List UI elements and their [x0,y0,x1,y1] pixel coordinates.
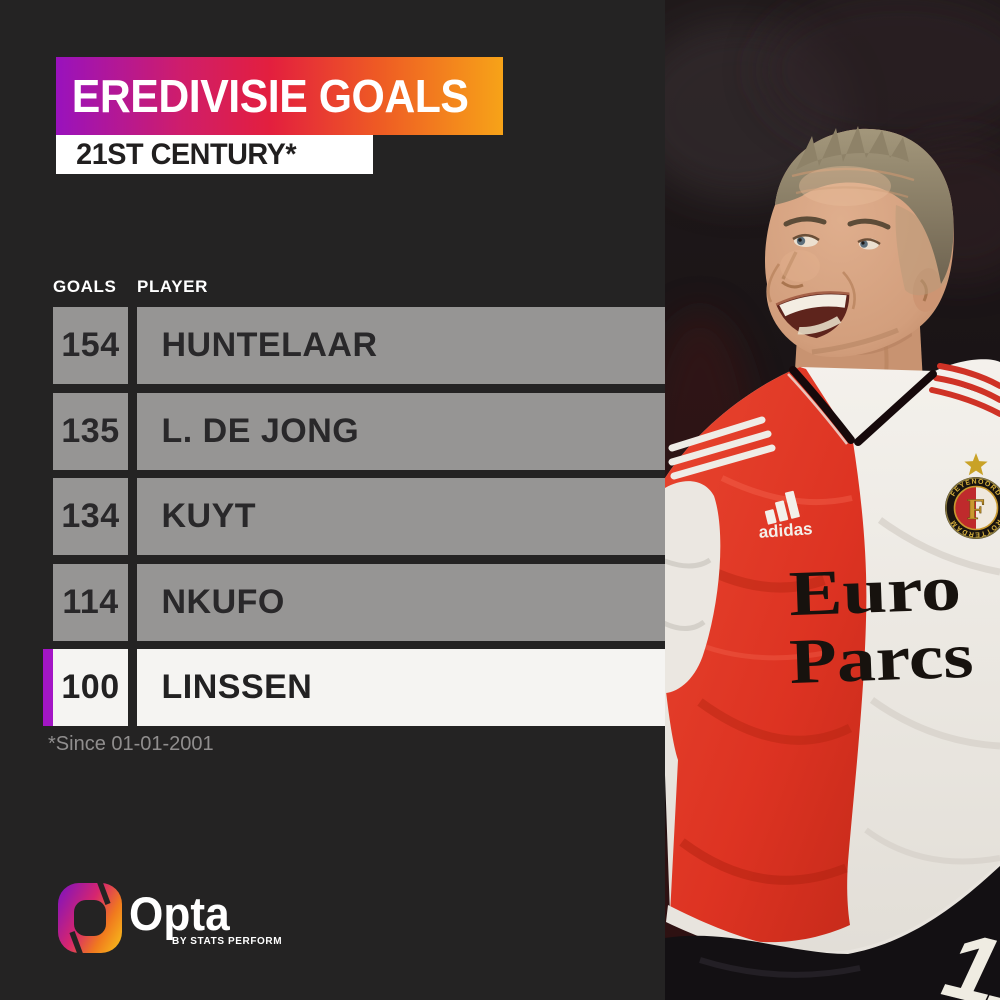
row-accent-bar [43,393,53,470]
row-accent-bar [43,307,53,384]
goals-value: 154 [53,307,128,384]
player-smile [775,291,850,339]
table-row: 154 HUNTELAAR [43,307,665,384]
table-row-highlighted: 100 LINSSEN [43,649,665,726]
opta-branding: Opta BY STATS PERFORM [58,883,298,955]
table-row: 114 NKUFO [43,563,665,641]
player-name: L. DE JONG [136,392,665,470]
goals-value: 134 [53,478,128,555]
page-title: EREDIVISIE GOALS [71,70,469,122]
player-name: KUYT [136,478,665,555]
shirt-sponsor: Euro Parcs [788,552,975,697]
column-header-player: PLAYER [137,277,208,296]
goals-value: 135 [53,392,128,470]
star-icon [964,453,988,476]
sponsor-line2: Parcs [788,620,974,697]
sponsor-line1: Euro [788,552,962,629]
adidas-wordmark: adidas [758,519,813,542]
page-subtitle: 21ST CENTURY* [76,137,297,171]
player-name: LINSSEN [136,649,665,726]
goals-value: 114 [53,563,128,641]
table-row: 134 KUYT [43,478,665,555]
title-banner: EREDIVISIE GOALS [56,57,503,135]
crest-letter: F [967,493,985,526]
table-row: 135 L. DE JONG [43,392,665,470]
row-accent-bar [43,478,53,555]
goals-value: 100 [53,649,128,726]
ranking-table: 154 HUNTELAAR 135 L. DE JONG 134 KUYT 11… [43,307,665,726]
shorts: 11 [665,866,1000,1000]
footnote: *Since 01-01-2001 [48,733,214,755]
subtitle-banner: 21ST CENTURY* [56,135,373,174]
opta-tagline: BY STATS PERFORM [172,936,283,947]
adidas-logo-icon: adidas [758,490,813,542]
column-header-goals: GOALS [53,277,117,296]
player-name: NKUFO [136,563,665,641]
row-accent-bar [43,649,53,726]
player-hair [775,128,954,284]
opta-wordmark: Opta [129,887,230,940]
row-accent-bar [43,564,53,641]
player-name: HUNTELAAR [136,307,665,384]
opta-logo-icon [58,883,122,953]
